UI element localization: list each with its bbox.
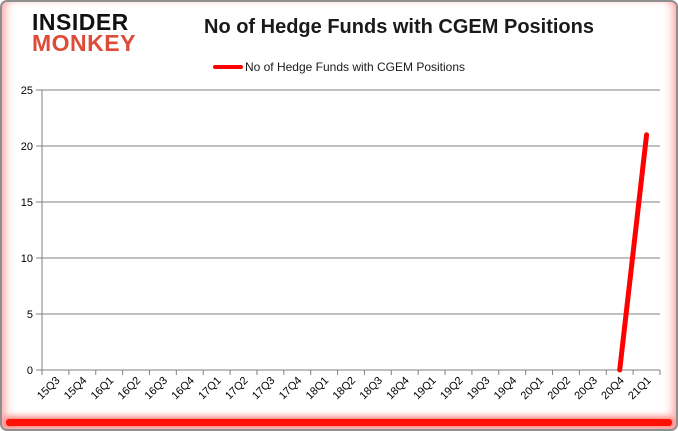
x-tick-label: 20Q1 — [519, 375, 547, 403]
x-tick-label: 17Q2 — [223, 375, 251, 403]
x-tick-label: 15Q4 — [62, 375, 90, 403]
x-tick-label: 19Q4 — [492, 375, 520, 403]
chart-title: No of Hedge Funds with CGEM Positions — [204, 16, 594, 38]
x-tick-label: 17Q3 — [250, 375, 278, 403]
x-tick-label: 20Q4 — [599, 375, 627, 403]
legend: No of Hedge Funds with CGEM Positions — [2, 60, 676, 74]
x-tick-label: 17Q1 — [196, 375, 224, 403]
x-tick-label: 16Q1 — [89, 375, 117, 403]
x-tick-label: 18Q3 — [357, 375, 385, 403]
x-tick-label: 18Q1 — [304, 375, 332, 403]
x-tick-label: 21Q1 — [626, 375, 654, 403]
x-tick-label: 16Q3 — [143, 375, 171, 403]
y-tick-label: 20 — [21, 141, 33, 153]
logo-line1: INSIDER — [32, 9, 129, 35]
x-tick-label: 20Q3 — [572, 375, 600, 403]
x-tick-label: 18Q2 — [331, 375, 359, 403]
x-tick-label: 19Q3 — [465, 375, 493, 403]
x-tick-label: 18Q4 — [384, 375, 412, 403]
y-tick-label: 10 — [21, 253, 33, 265]
logo-line2: MONKEY — [32, 30, 136, 57]
legend-label: No of Hedge Funds with CGEM Positions — [244, 60, 466, 74]
insider-monkey-logo: INSIDER MONKEY — [32, 9, 136, 57]
x-tick-label: 17Q4 — [277, 375, 305, 403]
y-tick-label: 5 — [27, 309, 33, 321]
x-tick-label: 16Q2 — [116, 375, 144, 403]
x-tick-label: 15Q3 — [35, 375, 63, 403]
y-tick-label: 15 — [21, 197, 33, 209]
y-tick-label: 0 — [27, 365, 33, 377]
x-tick-label: 19Q1 — [411, 375, 439, 403]
x-tick-label: 16Q4 — [169, 375, 197, 403]
series-line — [617, 132, 650, 373]
bottom-red-bar — [6, 419, 672, 426]
x-tick-label: 19Q2 — [438, 375, 466, 403]
y-tick-label: 25 — [21, 85, 33, 97]
legend-line-swatch — [212, 65, 243, 69]
x-tick-label: 20Q2 — [546, 375, 574, 403]
